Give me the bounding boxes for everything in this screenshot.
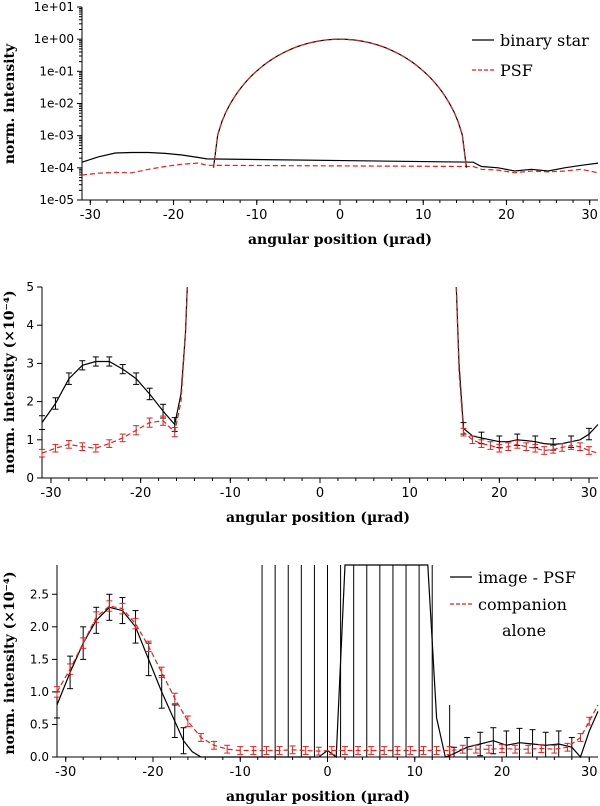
top-ytick-label: 1e+00 <box>34 32 74 46</box>
middle-ytick-label: 0 <box>26 471 34 485</box>
middle-ytick-label: 3 <box>26 356 34 370</box>
middle-ytick-label: 2 <box>26 395 34 409</box>
top-ytick-label: 1e-03 <box>39 129 74 143</box>
bottom-legend: image - PSF companion alone <box>446 566 594 642</box>
top-peak-psf <box>212 38 468 168</box>
middle-xtick-label: 10 <box>401 486 418 501</box>
middle-series-3-line <box>455 286 599 454</box>
middle-xtick-label: -20 <box>130 486 151 501</box>
top-xtick-label: 0 <box>336 208 344 223</box>
top-ytick-label: 1e-02 <box>39 97 74 111</box>
bottom-legend-label-2: alone <box>502 621 546 640</box>
top-ytick-label: 1e+01 <box>34 0 74 14</box>
top-ytick-label: 1e-05 <box>39 193 74 207</box>
bottom-ytick-label: 1.5 <box>30 652 49 666</box>
bottom-xtick-label: -20 <box>142 765 163 780</box>
top-ylabel: norm. intensity <box>2 43 18 164</box>
top-legend: binary star PSF <box>472 31 589 80</box>
bottom-xtick-label: -30 <box>55 765 76 780</box>
top-xtick-label: -10 <box>246 208 267 223</box>
middle-ytick-label: 5 <box>26 280 34 294</box>
top-xtick-label: -20 <box>163 208 184 223</box>
middle-xtick-label: -30 <box>40 486 61 501</box>
bottom-xtick-label: 0 <box>323 765 331 780</box>
top-legend-label-1: PSF <box>500 61 533 80</box>
top-xtick-label: 10 <box>415 208 432 223</box>
top-legend-label-0: binary star <box>500 31 589 50</box>
middle-series-2-line <box>41 286 188 454</box>
middle-xtick-label: 30 <box>581 486 598 501</box>
middle-series-1-line <box>455 286 599 446</box>
top-xtick-label: 30 <box>581 208 598 223</box>
bottom-xtick-label: 10 <box>406 765 423 780</box>
top-ytick-label: 1e-01 <box>39 64 74 78</box>
top-xlabel: angular position (µrad) <box>248 232 432 248</box>
middle-xtick-label: 0 <box>316 486 324 501</box>
top-series-0-line <box>81 151 599 172</box>
middle-ylabel: norm. intensity (×10⁻⁴) <box>2 290 18 473</box>
middle-series-0-line <box>41 286 188 426</box>
top-plot-area: -30 -20 -10 0 10 20 30 1e-05 1e-04 1e-03 1e-02 1e-0… <box>34 0 599 223</box>
bottom-legend-label-0: image - PSF <box>478 568 576 587</box>
bottom-ytick-label: 0.0 <box>30 750 49 764</box>
panel-middle: -30 -20 -10 0 10 20 30 0 1 2 3 4 5 angular position … <box>2 280 599 526</box>
bottom-ytick-label: 2.0 <box>30 620 49 634</box>
top-peak-binary <box>212 38 468 168</box>
bottom-xlabel: angular position (µrad) <box>226 789 410 805</box>
middle-xlabel: angular position (µrad) <box>226 510 410 526</box>
panel-top: -30 -20 -10 0 10 20 30 1e-05 1e-04 1e-03 1e-02 1e-0… <box>2 0 599 248</box>
panel-bottom: -30 -20 -10 0 10 20 30 0.0 0.5 1.0 1.5 2.0 2.5 angul… <box>2 564 599 805</box>
bottom-legend-label-1: companion <box>478 595 567 614</box>
bottom-xtick-label: 20 <box>494 765 511 780</box>
bottom-ytick-label: 0.5 <box>30 717 49 731</box>
top-series-1-line <box>81 162 599 176</box>
bottom-ytick-label: 2.5 <box>30 587 49 601</box>
middle-xtick-label: -10 <box>220 486 241 501</box>
bottom-ytick-label: 1.0 <box>30 685 49 699</box>
middle-xtick-label: 20 <box>491 486 508 501</box>
middle-ytick-label: 1 <box>26 433 34 447</box>
top-xtick-label: 20 <box>498 208 515 223</box>
bottom-xtick-label: -10 <box>230 765 251 780</box>
bottom-xtick-label: 30 <box>581 765 598 780</box>
bottom-ylabel: norm. intensity (×10⁻⁴) <box>2 571 18 754</box>
top-xtick-label: -30 <box>80 208 101 223</box>
middle-ytick-label: 4 <box>26 318 34 332</box>
middle-plot-area: -30 -20 -10 0 10 20 30 0 1 2 3 4 5 <box>26 280 599 501</box>
top-ytick-label: 1e-04 <box>39 161 74 175</box>
bottom-plot-area: -30 -20 -10 0 10 20 30 0.0 0.5 1.0 1.5 2.0 2.5 <box>30 564 599 780</box>
